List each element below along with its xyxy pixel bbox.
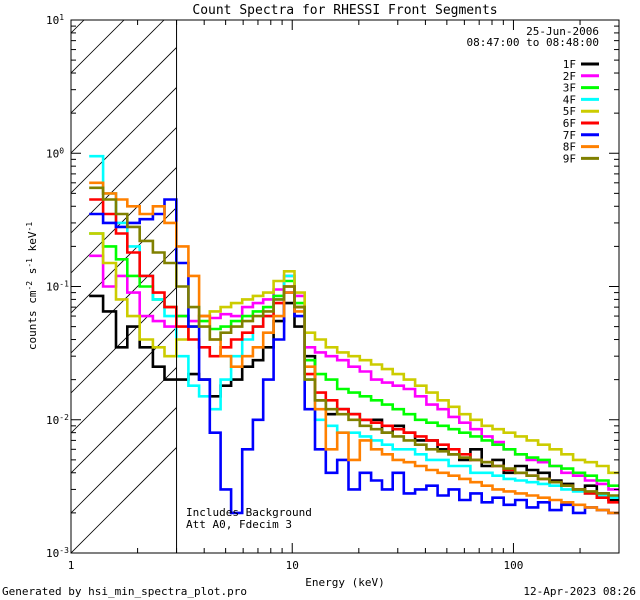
- hatched-region: [71, 20, 177, 553]
- hatch-line: [71, 46, 177, 154]
- annotation-attenuator: Att A0, Fdecim 3: [186, 518, 292, 531]
- legend-label-1F: 1F: [563, 58, 576, 71]
- x-axis-label: Energy (keV): [305, 576, 384, 589]
- series-3F-line: [89, 232, 619, 487]
- legend-label-3F: 3F: [563, 82, 576, 95]
- legend-header: 08:47:00 to 08:48:00: [467, 36, 599, 49]
- y-axis-label: counts cm-2 s-1 keV-1: [25, 222, 40, 350]
- series-6F-line: [89, 198, 619, 504]
- y-tick-label: 10-1: [46, 279, 69, 294]
- legend-label-8F: 8F: [563, 141, 576, 154]
- series-layer: [89, 154, 619, 515]
- hatch-line: [71, 406, 177, 514]
- hatch-line: [71, 326, 177, 434]
- hatch-line: [71, 366, 177, 474]
- series-2F-line: [89, 254, 619, 491]
- chart-title: Count Spectra for RHESSI Front Segments: [192, 3, 497, 18]
- axes: 1 10 100 10-3 10-2 10-1 100 101: [46, 13, 620, 572]
- legend-header: 25-Jun-2006: [526, 25, 599, 38]
- footer-timestamp: 12-Apr-2023 08:26: [523, 585, 636, 598]
- legend-label-5F: 5F: [563, 105, 576, 118]
- hatch-line: [71, 286, 177, 394]
- series-5F-line: [89, 232, 619, 475]
- hatch-line: [71, 446, 177, 553]
- x-tick-label: 100: [504, 559, 524, 572]
- series-8F-line: [89, 181, 619, 515]
- legend-label-6F: 6F: [563, 117, 576, 130]
- y-tick-label: 101: [46, 13, 64, 28]
- legend-label-9F: 9F: [563, 152, 576, 165]
- series-9F-line: [89, 186, 619, 497]
- y-tick-label: 10-3: [46, 546, 69, 561]
- y-tick-label: 100: [46, 146, 64, 161]
- footer-generated-by: Generated by hsi_min_spectra_plot.pro: [2, 585, 247, 598]
- legend-label-2F: 2F: [563, 70, 576, 83]
- legend-label-4F: 4F: [563, 93, 576, 106]
- legend-label-7F: 7F: [563, 129, 576, 142]
- x-tick-label: 10: [286, 559, 299, 572]
- y-tick-label: 10-2: [46, 412, 69, 427]
- x-tick-label: 1: [68, 559, 75, 572]
- annotation-background: Includes Background: [186, 506, 312, 519]
